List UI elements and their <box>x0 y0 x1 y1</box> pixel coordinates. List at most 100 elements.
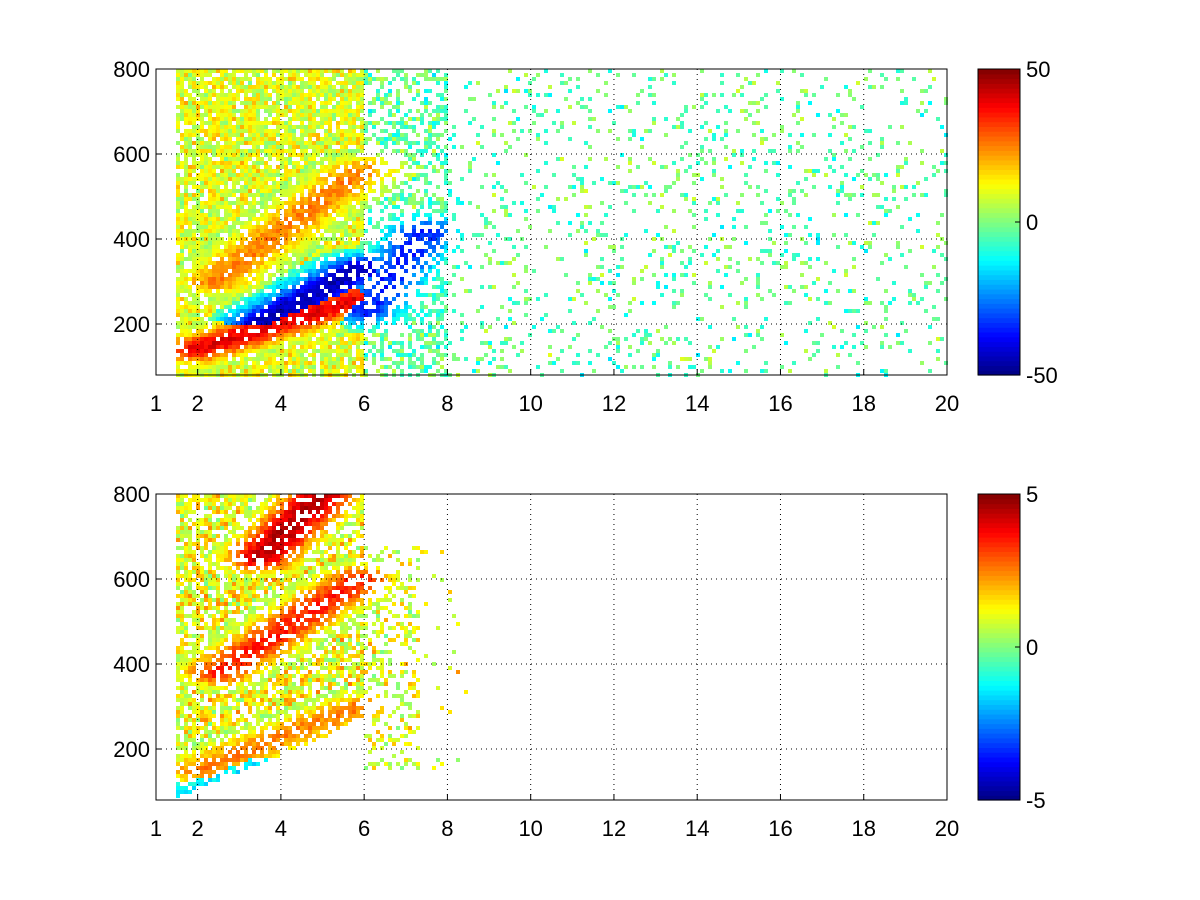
top-heatmap-cell <box>272 273 276 277</box>
top-heatmap-cell <box>348 77 352 81</box>
top-heatmap-cell <box>260 93 264 97</box>
top-heatmap-cell <box>212 145 216 149</box>
top-heatmap-cell <box>632 209 636 213</box>
top-heatmap-cell <box>176 181 180 185</box>
top-heatmap-cell <box>308 297 312 301</box>
top-heatmap-cell <box>404 321 408 325</box>
top-heatmap-cell <box>212 129 216 133</box>
top-heatmap-cell <box>252 137 256 141</box>
top-heatmap-cell <box>576 281 580 285</box>
top-heatmap-cell <box>468 97 472 101</box>
top-heatmap-cell <box>880 369 884 373</box>
top-heatmap-cell <box>208 221 212 225</box>
top-heatmap-cell <box>336 157 340 161</box>
top-heatmap-cell <box>652 273 656 277</box>
top-heatmap-cell <box>588 125 592 129</box>
top-heatmap-cell <box>396 185 400 189</box>
top-heatmap-cell <box>224 297 228 301</box>
top-heatmap-cell <box>396 217 400 221</box>
top-heatmap-cell <box>396 365 400 369</box>
top-heatmap-cell <box>420 173 424 177</box>
top-heatmap-cell <box>772 133 776 137</box>
top-heatmap-cell <box>208 245 212 249</box>
top-heatmap-cell <box>300 165 304 169</box>
top-heatmap-cell <box>736 261 740 265</box>
top-heatmap-cell <box>740 85 744 89</box>
top-heatmap-cell <box>660 205 664 209</box>
top-heatmap-cell <box>264 161 268 165</box>
top-heatmap-cell <box>708 325 712 329</box>
top-heatmap-cell <box>768 249 772 253</box>
top-heatmap-cell <box>240 245 244 249</box>
top-heatmap-cell <box>216 269 220 273</box>
top-heatmap-cell <box>240 293 244 297</box>
top-heatmap-cell <box>600 265 604 269</box>
top-heatmap-cell <box>208 297 212 301</box>
top-heatmap-cell <box>200 141 204 145</box>
top-heatmap-cell <box>580 221 584 225</box>
top-heatmap-cell <box>692 273 696 277</box>
top-heatmap-cell <box>600 177 604 181</box>
top-heatmap-cell <box>392 213 396 217</box>
top-heatmap-cell <box>348 333 352 337</box>
top-heatmap-cell <box>348 341 352 345</box>
top-heatmap-cell <box>772 149 776 153</box>
top-heatmap-cell <box>268 365 272 369</box>
top-heatmap-cell <box>324 201 328 205</box>
top-heatmap-cell <box>184 181 188 185</box>
top-heatmap-cell <box>356 277 360 281</box>
top-heatmap-cell <box>452 145 456 149</box>
top-heatmap-cell <box>236 213 240 217</box>
top-heatmap-cell <box>180 357 184 361</box>
top-heatmap-cell <box>228 161 232 165</box>
top-heatmap-cell <box>332 281 336 285</box>
top-heatmap-cell <box>176 289 180 293</box>
top-heatmap-cell <box>588 277 592 281</box>
top-heatmap-cell <box>300 101 304 105</box>
top-heatmap-cell <box>592 317 596 321</box>
top-heatmap-cell <box>244 365 248 369</box>
top-heatmap-cell <box>324 297 328 301</box>
top-heatmap-cell <box>316 281 320 285</box>
top-heatmap-cell <box>280 357 284 361</box>
top-heatmap-cell <box>216 125 220 129</box>
top-heatmap-cell <box>836 93 840 97</box>
top-heatmap-cell <box>288 349 292 353</box>
top-heatmap-cell <box>176 337 180 341</box>
top-heatmap-cell <box>380 177 384 181</box>
top-heatmap-cell <box>428 241 432 245</box>
top-heatmap-cell <box>580 97 584 101</box>
top-heatmap-cell <box>396 261 400 265</box>
top-heatmap-cell <box>880 261 884 265</box>
top-heatmap-cell <box>228 305 232 309</box>
top-heatmap-cell <box>308 361 312 365</box>
top-heatmap-cell <box>300 213 304 217</box>
top-heatmap-cell <box>644 181 648 185</box>
top-heatmap-cell <box>304 201 308 205</box>
top-heatmap-cell <box>328 69 332 73</box>
top-heatmap-cell <box>328 133 332 137</box>
top-heatmap-cell <box>200 365 204 369</box>
top-heatmap-cell <box>436 345 440 349</box>
top-heatmap-cell <box>628 109 632 113</box>
top-heatmap-cell <box>192 105 196 109</box>
top-heatmap-cell <box>348 173 352 177</box>
top-heatmap-cell <box>804 241 808 245</box>
top-heatmap-cell <box>248 249 252 253</box>
top-heatmap-cell <box>328 153 332 157</box>
top-heatmap-cell <box>384 101 388 105</box>
top-heatmap-cell <box>448 193 452 197</box>
top-heatmap-cell <box>248 317 252 321</box>
top-heatmap-cell <box>284 89 288 93</box>
top-heatmap-cell <box>320 157 324 161</box>
top-heatmap-cell <box>368 189 372 193</box>
top-heatmap-cell <box>248 261 252 265</box>
top-heatmap-cell <box>320 89 324 93</box>
top-heatmap-cell <box>576 353 580 357</box>
top-heatmap-cell <box>192 317 196 321</box>
top-heatmap-cell <box>240 369 244 373</box>
top-heatmap-cell <box>280 109 284 113</box>
top-heatmap-cell <box>684 141 688 145</box>
top-heatmap-cell <box>360 197 364 201</box>
